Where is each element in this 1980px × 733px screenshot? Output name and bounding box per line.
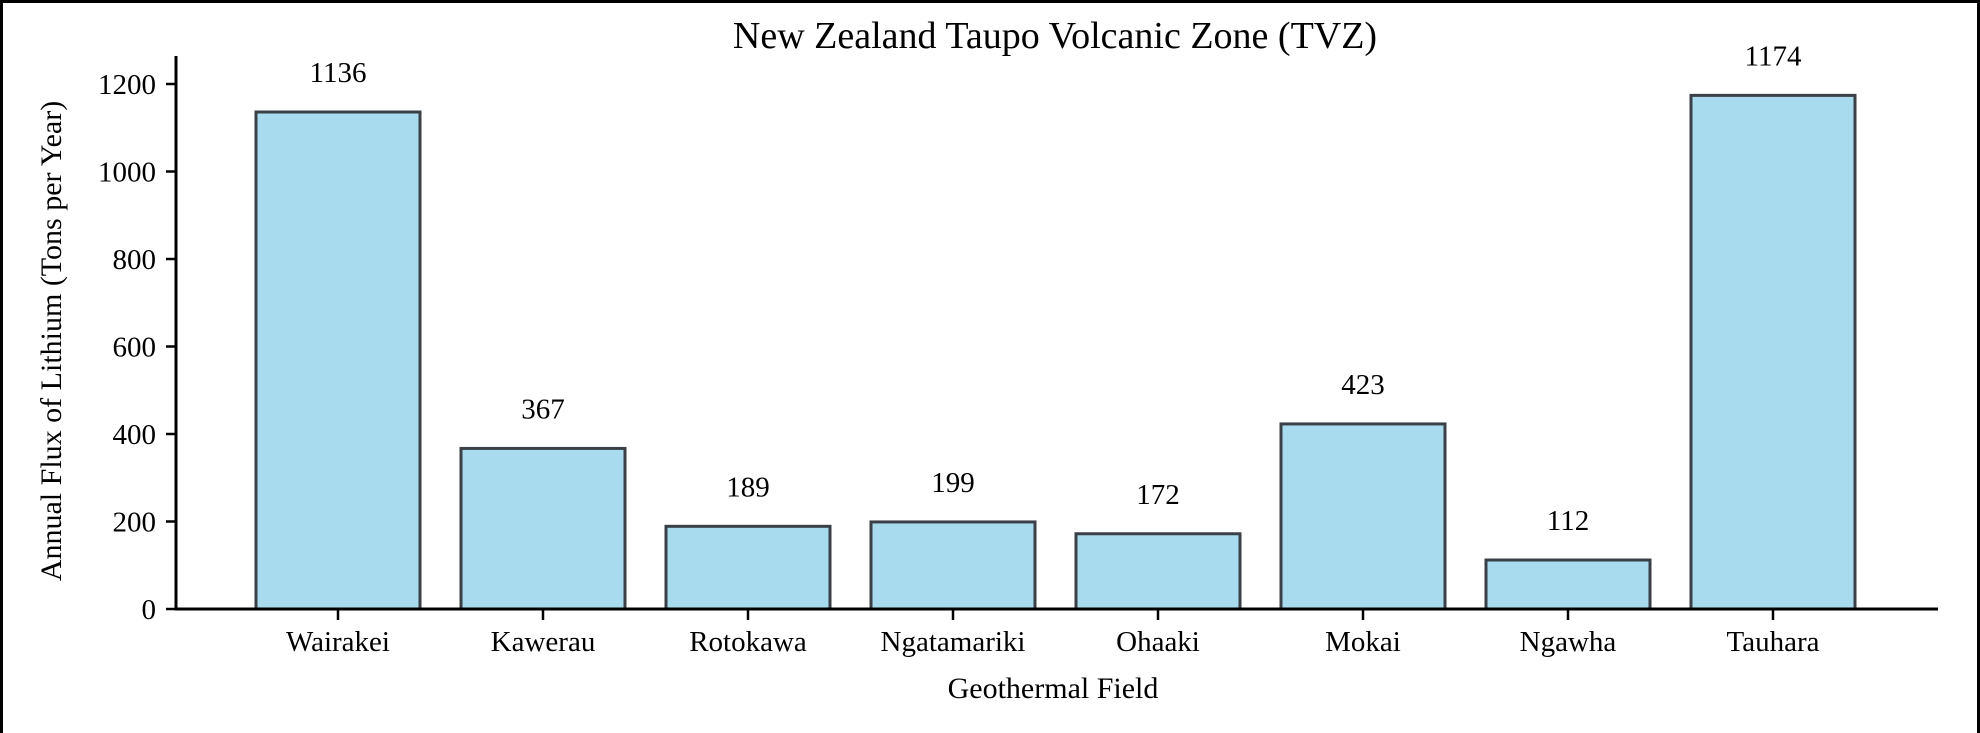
bar-value-label: 172: [1136, 479, 1180, 511]
bar-chart: New Zealand Taupo Volcanic Zone (TVZ) 0 2…: [35, 15, 1938, 705]
bar-value-label: 423: [1341, 369, 1385, 401]
bar-value-label: 189: [726, 471, 770, 503]
bar-ohaaki: 172: [1074, 479, 1242, 611]
y-tick-label: 400: [113, 419, 157, 451]
bar: [1484, 558, 1652, 611]
bar: [869, 520, 1037, 611]
y-tick-label: 600: [113, 332, 157, 364]
bar: [1279, 422, 1447, 611]
x-tick-label: Wairakei: [286, 626, 390, 658]
bar-value-label: 1136: [310, 57, 367, 89]
y-tick-label: 200: [113, 507, 157, 539]
y-axis-label: Annual Flux of Lithium (Tons per Year): [35, 101, 68, 581]
x-tick-label: Tauhara: [1727, 626, 1820, 658]
x-tick-label: Ngatamariki: [881, 626, 1026, 658]
x-axis-label: Geothermal Field: [948, 672, 1159, 705]
bar: [1689, 93, 1857, 611]
bar: [1074, 532, 1242, 611]
bar-mokai: 423: [1279, 369, 1447, 611]
x-tick-label: Mokai: [1325, 626, 1401, 658]
bar-rotokawa: 189: [664, 471, 832, 611]
y-tick-label: 0: [142, 594, 157, 626]
x-tick-label: Ngawha: [1520, 626, 1617, 658]
chart-frame: New Zealand Taupo Volcanic Zone (TVZ) 0 2…: [3, 3, 1977, 733]
bar-value-label: 367: [521, 393, 565, 425]
x-tick-label: Rotokawa: [689, 626, 807, 658]
chart-title: New Zealand Taupo Volcanic Zone (TVZ): [733, 15, 1377, 57]
bar-kawerau: 367: [459, 393, 627, 611]
x-axis: Wairakei Kawerau Rotokawa Ngatamariki Ohaaki…: [174, 607, 1938, 658]
y-tick-label: 1000: [98, 157, 156, 189]
y-tick-label: 800: [113, 244, 157, 276]
y-tick-label: 1200: [98, 69, 156, 101]
bar-ngatamariki: 199: [869, 467, 1037, 611]
y-axis: 0 200 400 600 800 1000 1200: [98, 56, 178, 626]
bars: 1136 367 189 199 172 423 112 1174: [254, 40, 1857, 611]
bar-value-label: 199: [931, 467, 975, 499]
bar: [459, 446, 627, 611]
bar: [664, 524, 832, 611]
bar-value-label: 112: [1547, 505, 1589, 537]
bar-tauhara: 1174: [1689, 40, 1857, 611]
bar-value-label: 1174: [1745, 40, 1802, 72]
x-tick-label: Kawerau: [491, 626, 596, 658]
x-tick-label: Ohaaki: [1116, 626, 1200, 658]
bar-wairakei: 1136: [254, 57, 422, 611]
bar: [254, 110, 422, 611]
bar-ngawha: 112: [1484, 505, 1652, 611]
